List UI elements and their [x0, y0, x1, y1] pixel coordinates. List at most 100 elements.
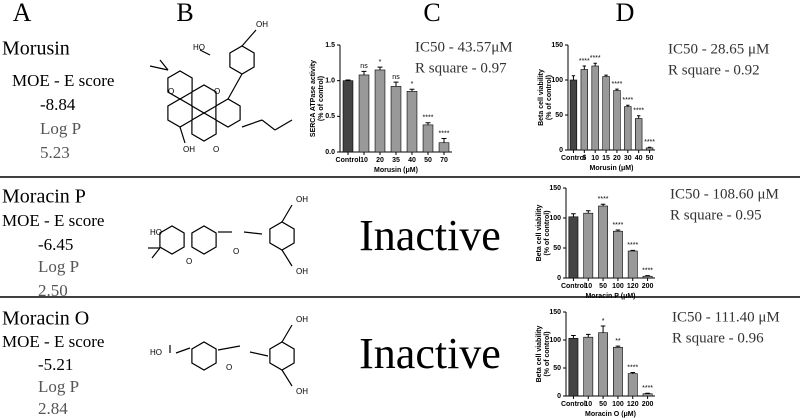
bond [179, 126, 186, 144]
y-tick-label: 150 [549, 309, 561, 316]
significance: **** [611, 81, 622, 88]
annotation: IC50 - 111.40 μM [672, 309, 780, 325]
significance: **** [627, 364, 638, 371]
atom-label: HO [150, 348, 162, 357]
significance: **** [642, 267, 653, 274]
bond [243, 231, 263, 235]
compound-name: Moracin P [2, 186, 86, 208]
bond [151, 247, 161, 259]
x-axis-label: Moracin O (μM) [585, 411, 636, 418]
y-tick-label: 50 [553, 245, 561, 252]
y-tick-label: 0.5 [325, 113, 335, 120]
bar [635, 118, 643, 151]
y-axis-label: Beta cell viability [536, 204, 543, 261]
x-tick-label: 200 [642, 401, 654, 408]
score: -8.84 [40, 95, 76, 114]
ring [159, 225, 185, 255]
error-bar [626, 104, 630, 107]
x-tick-label: 15 [602, 155, 610, 162]
structures: HO OH O OH O O HO O O OH OH HO O OH OH [148, 20, 308, 396]
error-bar [582, 65, 586, 70]
bond [227, 73, 243, 100]
bond [241, 29, 257, 47]
error-bar [345, 79, 351, 81]
x-tick-label: Control [561, 283, 586, 290]
error-bar [593, 62, 597, 66]
atom-label: OH [296, 387, 308, 396]
bar [624, 106, 632, 151]
atom-label: HO [150, 228, 162, 237]
bar [342, 80, 354, 153]
logp: 2.50 [38, 281, 68, 300]
error-bar [645, 392, 650, 394]
x-tick-label: 35 [392, 157, 400, 164]
ring [269, 221, 295, 251]
x-tick-label: 40 [408, 157, 416, 164]
annotation: R square - 0.92 [668, 62, 760, 78]
atom-label: O [213, 145, 219, 154]
error-bar [393, 81, 399, 87]
error-bar [615, 88, 619, 91]
atom-label: O [226, 363, 232, 372]
x-tick-label: 200 [642, 283, 654, 290]
y-axis-label: Beta cell viability [538, 69, 545, 126]
ring [229, 45, 255, 75]
ring [215, 98, 241, 128]
y-tick-label: 150 [549, 185, 561, 192]
x-tick-label: 20 [376, 157, 384, 164]
bar [583, 212, 594, 279]
bar [568, 338, 579, 397]
bond [281, 249, 293, 267]
ring [269, 341, 295, 371]
y-tick-label: 150 [551, 42, 563, 49]
bond [241, 119, 263, 128]
x-tick-label: 5 [582, 155, 586, 162]
error-bar [615, 345, 621, 348]
error-bar [637, 115, 641, 119]
x-tick-label: 50 [424, 157, 432, 164]
bond [281, 204, 293, 223]
ring [191, 84, 217, 114]
significance: ns [360, 63, 368, 70]
y-axis-label: Beta cell viability [536, 325, 543, 382]
logp: 2.84 [38, 399, 68, 418]
bond [175, 347, 191, 354]
significance: **** [642, 385, 653, 392]
y-tick-label: 1.0 [325, 78, 335, 85]
header: B [176, 0, 193, 27]
y-tick-label: 0 [557, 393, 561, 400]
annotation: R square - 0.97 [415, 60, 507, 76]
x-tick-label: 10 [360, 157, 368, 164]
bond [281, 369, 293, 387]
annotation: IC50 - 28.65 μM [668, 41, 769, 57]
bar [422, 124, 434, 153]
significance: * [411, 81, 414, 88]
significance: **** [598, 196, 609, 203]
error-bar [600, 203, 606, 206]
headers: A B C D [13, 0, 635, 27]
bar [390, 86, 402, 153]
x-tick-label: 30 [624, 155, 632, 162]
error-bar [630, 249, 636, 251]
error-bar [571, 213, 576, 217]
y-tick-label: 50 [555, 112, 563, 119]
atom-labels: HO OH O OH O O HO O O OH OH HO O OH OH [150, 20, 308, 396]
x-tick-label: 40 [635, 155, 643, 162]
logp: 5.23 [40, 143, 70, 162]
bar [627, 250, 638, 279]
bar [374, 69, 386, 153]
bar [568, 216, 579, 279]
y-tick-label: 0.0 [325, 149, 335, 156]
ring [191, 225, 217, 255]
bar [627, 373, 638, 397]
bond [261, 119, 276, 131]
significance: **** [633, 108, 644, 115]
significance: ** [615, 338, 621, 345]
bar [438, 142, 450, 153]
bar [406, 91, 418, 153]
ring [191, 341, 217, 371]
significance: **** [590, 55, 601, 62]
bar [583, 336, 594, 397]
significance: **** [612, 222, 623, 229]
atom-label: O [233, 247, 239, 256]
